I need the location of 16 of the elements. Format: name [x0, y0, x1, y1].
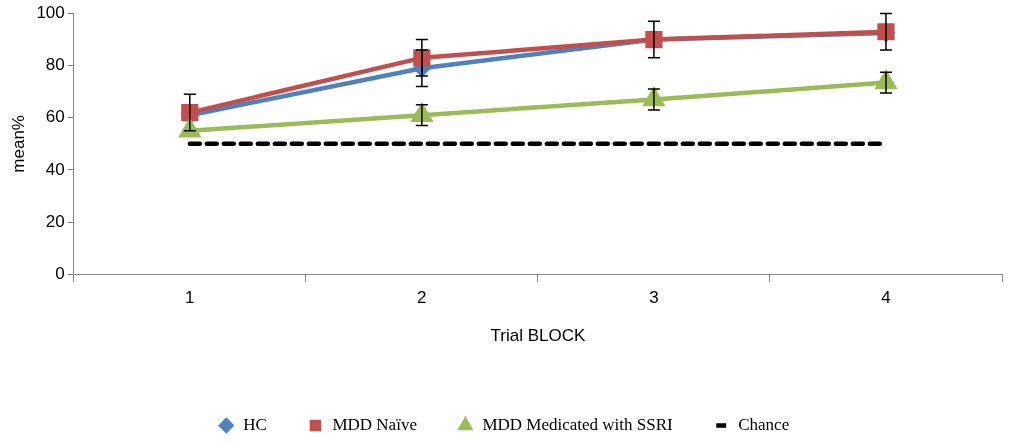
y-tick-label: 80 [45, 55, 65, 75]
legend-label: HC [243, 414, 267, 434]
legend-label: MDD Naïve [332, 414, 417, 434]
y-tick-label: 100 [36, 3, 65, 23]
legend-label: MDD Medicated with SSRI [482, 414, 674, 434]
x-tick-label: 2 [417, 288, 427, 308]
x-axis-title: Trial BLOCK [490, 326, 586, 346]
y-tick-label: 20 [45, 211, 65, 231]
x-tick-label: 4 [881, 288, 891, 308]
y-axis-title: mean% [8, 115, 28, 173]
y-tick-label: 60 [45, 107, 65, 127]
legend-label: Chance [738, 414, 790, 434]
y-tick-label: 0 [55, 263, 65, 283]
x-tick-label: 1 [185, 288, 195, 308]
x-tick-label: 3 [649, 288, 659, 308]
y-tick-label: 40 [45, 159, 65, 179]
